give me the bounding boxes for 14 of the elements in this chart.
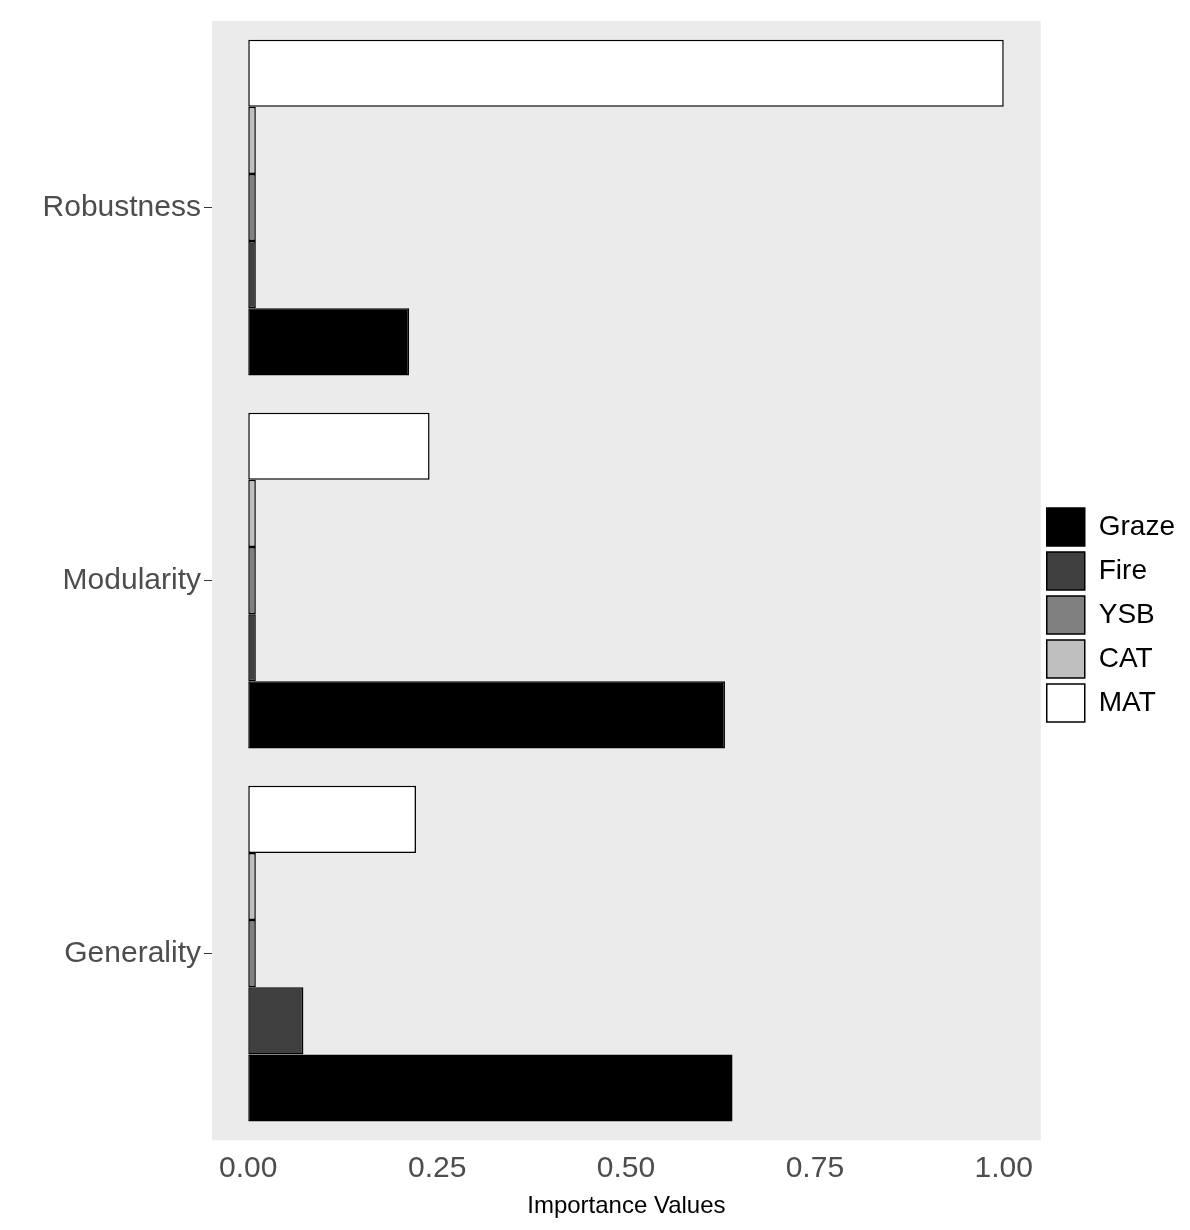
y-tick-label: Generality: [64, 934, 201, 968]
x-tick-label: 0.25: [407, 1150, 467, 1184]
legend-label: Graze: [1098, 509, 1175, 541]
y-tick-label: Modularity: [62, 561, 201, 595]
x-tick-label: 0.00: [219, 1150, 278, 1184]
legend-label: MAT: [1098, 685, 1156, 717]
x-tick-label: 1.00: [974, 1150, 1033, 1184]
x-tick-label: 0.75: [785, 1150, 845, 1184]
y-tick-label: Robustness: [42, 188, 201, 222]
legend-label: Fire: [1098, 553, 1147, 585]
legend-label: CAT: [1098, 641, 1153, 673]
x-tick-label: 0.50: [596, 1150, 656, 1184]
x-axis-title: Importance Values: [527, 1191, 726, 1219]
legend-label: YSB: [1098, 597, 1155, 629]
